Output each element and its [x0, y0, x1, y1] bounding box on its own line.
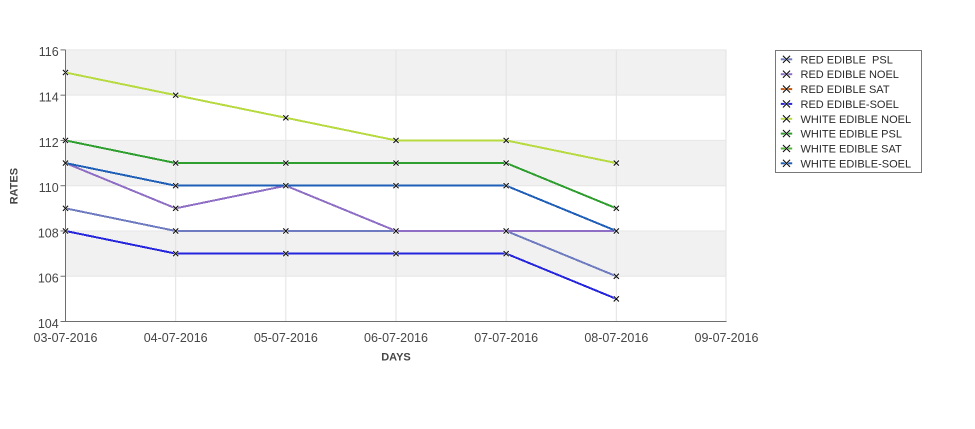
svg-text:07-07-2016: 07-07-2016 [474, 331, 538, 345]
svg-text:WHITE EDIBLE SAT: WHITE EDIBLE SAT [801, 144, 903, 156]
svg-text:WHITE EDIBLE-SOEL: WHITE EDIBLE-SOEL [801, 158, 912, 170]
svg-text:104: 104 [38, 317, 59, 331]
svg-text:RED EDIBLE-SOEL: RED EDIBLE-SOEL [801, 99, 899, 111]
svg-text:116: 116 [39, 45, 59, 59]
svg-text:03-07-2016: 03-07-2016 [34, 331, 98, 345]
svg-text:05-07-2016: 05-07-2016 [254, 331, 318, 345]
svg-text:06-07-2016: 06-07-2016 [364, 331, 428, 345]
svg-text:09-07-2016: 09-07-2016 [695, 331, 759, 345]
svg-text:106: 106 [38, 272, 59, 286]
svg-text:RED EDIBLE SAT: RED EDIBLE SAT [801, 84, 890, 96]
svg-text:DAYS: DAYS [381, 352, 411, 364]
svg-text:RED EDIBLE NOEL: RED EDIBLE NOEL [801, 69, 899, 81]
svg-text:RED EDIBLE PSL: RED EDIBLE PSL [801, 54, 893, 66]
svg-text:108: 108 [38, 226, 59, 240]
svg-text:WHITE EDIBLE PSL: WHITE EDIBLE PSL [801, 129, 902, 141]
svg-text:08-07-2016: 08-07-2016 [584, 331, 648, 345]
svg-text:110: 110 [39, 181, 59, 195]
svg-text:WHITE EDIBLE NOEL: WHITE EDIBLE NOEL [801, 114, 912, 126]
svg-text:04-07-2016: 04-07-2016 [144, 331, 208, 345]
svg-text:RATES: RATES [9, 168, 21, 204]
svg-text:114: 114 [39, 91, 59, 105]
svg-text:112: 112 [39, 136, 59, 150]
